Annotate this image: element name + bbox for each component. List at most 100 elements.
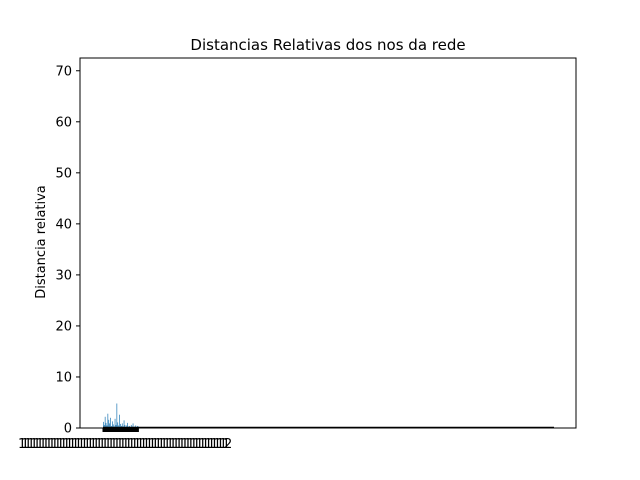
y-tick-label: 20: [55, 319, 72, 334]
bar: [103, 421, 104, 428]
x-tick-label: 1: [204, 437, 212, 452]
x-tick-label: 1: [175, 437, 183, 452]
x-tick-label: 1: [48, 437, 56, 452]
y-axis-ticks: 0 10 20 30 40 50 60 70: [55, 64, 80, 437]
x-tick-label: 1: [42, 437, 50, 452]
bar: [103, 424, 105, 428]
chart-title: Distancias Relativas dos nos da rede: [190, 36, 465, 54]
bar: [108, 419, 110, 428]
x-tick-label: 1: [45, 437, 53, 452]
bar: [107, 413, 109, 428]
x-tick-label: 1: [207, 437, 215, 452]
x-tick-label: 2: [224, 437, 232, 452]
bar: [104, 416, 106, 428]
x-tick-label: 1: [98, 437, 106, 452]
x-tick-label: 1: [201, 437, 209, 452]
x-tick-label: 1: [154, 437, 162, 452]
x-tick-label: 1: [130, 437, 138, 452]
x-tick-label: 1: [192, 437, 200, 452]
x-tick-label: 1: [56, 437, 64, 452]
y-tick-label: 50: [55, 166, 72, 181]
x-tick-label: 1: [184, 437, 192, 452]
x-tick-label: 1: [110, 437, 118, 452]
x-tick-label: 1: [116, 437, 124, 452]
x-tick-label: 1: [36, 437, 44, 452]
bar: [118, 425, 119, 428]
x-tick-label: 1: [39, 437, 47, 452]
bar: [124, 424, 126, 428]
bar: [130, 424, 132, 428]
y-tick-label: 30: [55, 268, 72, 283]
x-tick-label: 1: [157, 437, 165, 452]
x-tick-label: 1: [219, 437, 227, 452]
x-tick-label: 1: [198, 437, 206, 452]
x-tick-label: 1: [92, 437, 100, 452]
x-tick-label: 1: [104, 437, 112, 452]
bar: [115, 424, 117, 428]
x-tick-label: 1: [30, 437, 38, 452]
bar: [127, 422, 128, 428]
bar: [114, 418, 116, 428]
x-tick-label: 1: [216, 437, 224, 452]
x-tick-label: 1: [187, 437, 195, 452]
plot-frame: [79, 57, 577, 429]
x-tick-label: 1: [151, 437, 159, 452]
x-tick-label: 1: [80, 437, 88, 452]
x-tick-label: 1: [77, 437, 85, 452]
x-tick-label: 1: [121, 437, 129, 452]
x-tick-label: 1: [62, 437, 70, 452]
x-tick-label: 1: [163, 437, 171, 452]
x-tick-label: 1: [169, 437, 177, 452]
bar: [112, 421, 113, 428]
y-tick-label: 40: [55, 217, 72, 232]
bar: [119, 414, 120, 428]
x-tick-label: 1: [133, 437, 141, 452]
bar: [117, 422, 119, 428]
x-tick-label: 1: [89, 437, 97, 452]
x-tick-label: 1: [24, 437, 32, 452]
x-tick-label: 1: [107, 437, 115, 452]
x-tick-label: 1: [124, 437, 132, 452]
bar: [112, 424, 114, 428]
x-tick-label: 1: [145, 437, 153, 452]
bar: [106, 425, 108, 428]
x-tick-label: 1: [142, 437, 150, 452]
bar: [135, 425, 137, 428]
x-tick-label: 1: [71, 437, 79, 452]
y-tick-label: 10: [55, 370, 72, 385]
x-tick-label: 1: [86, 437, 94, 452]
x-tick-label: 1: [178, 437, 186, 452]
x-tick-label: 1: [53, 437, 61, 452]
x-tick-label: 1: [113, 437, 121, 452]
x-tick-label: 1: [51, 437, 59, 452]
x-tick-label: 1: [160, 437, 168, 452]
x-tick-label: 1: [181, 437, 189, 452]
x-tick-label: 1: [172, 437, 180, 452]
x-tick-label: 1: [21, 437, 29, 452]
bar-series: [103, 403, 139, 428]
x-tick-label: 1: [139, 437, 147, 452]
bar: [116, 403, 118, 428]
x-tick-label: 1: [65, 437, 73, 452]
bar: [105, 422, 107, 428]
bar: [132, 423, 134, 428]
x-tick-label: 1: [83, 437, 91, 452]
x-tick-label: 1: [68, 437, 76, 452]
bar: [110, 417, 111, 428]
y-tick-label: 0: [64, 422, 72, 437]
x-tick-label: 1: [101, 437, 109, 452]
bar: [109, 423, 110, 428]
x-tick-label: 1: [213, 437, 221, 452]
x-tick-label: 1: [27, 437, 35, 452]
x-tick-label: 1: [95, 437, 103, 452]
bar: [126, 425, 128, 428]
x-tick-label: 1: [33, 437, 41, 452]
x-tick-label: 1: [148, 437, 156, 452]
bar: [120, 423, 121, 428]
x-tick-label: 1: [222, 437, 230, 452]
y-tick-label: 70: [55, 64, 72, 79]
x-tick-label: 1: [136, 437, 144, 452]
x-tick-label: 1: [189, 437, 197, 452]
